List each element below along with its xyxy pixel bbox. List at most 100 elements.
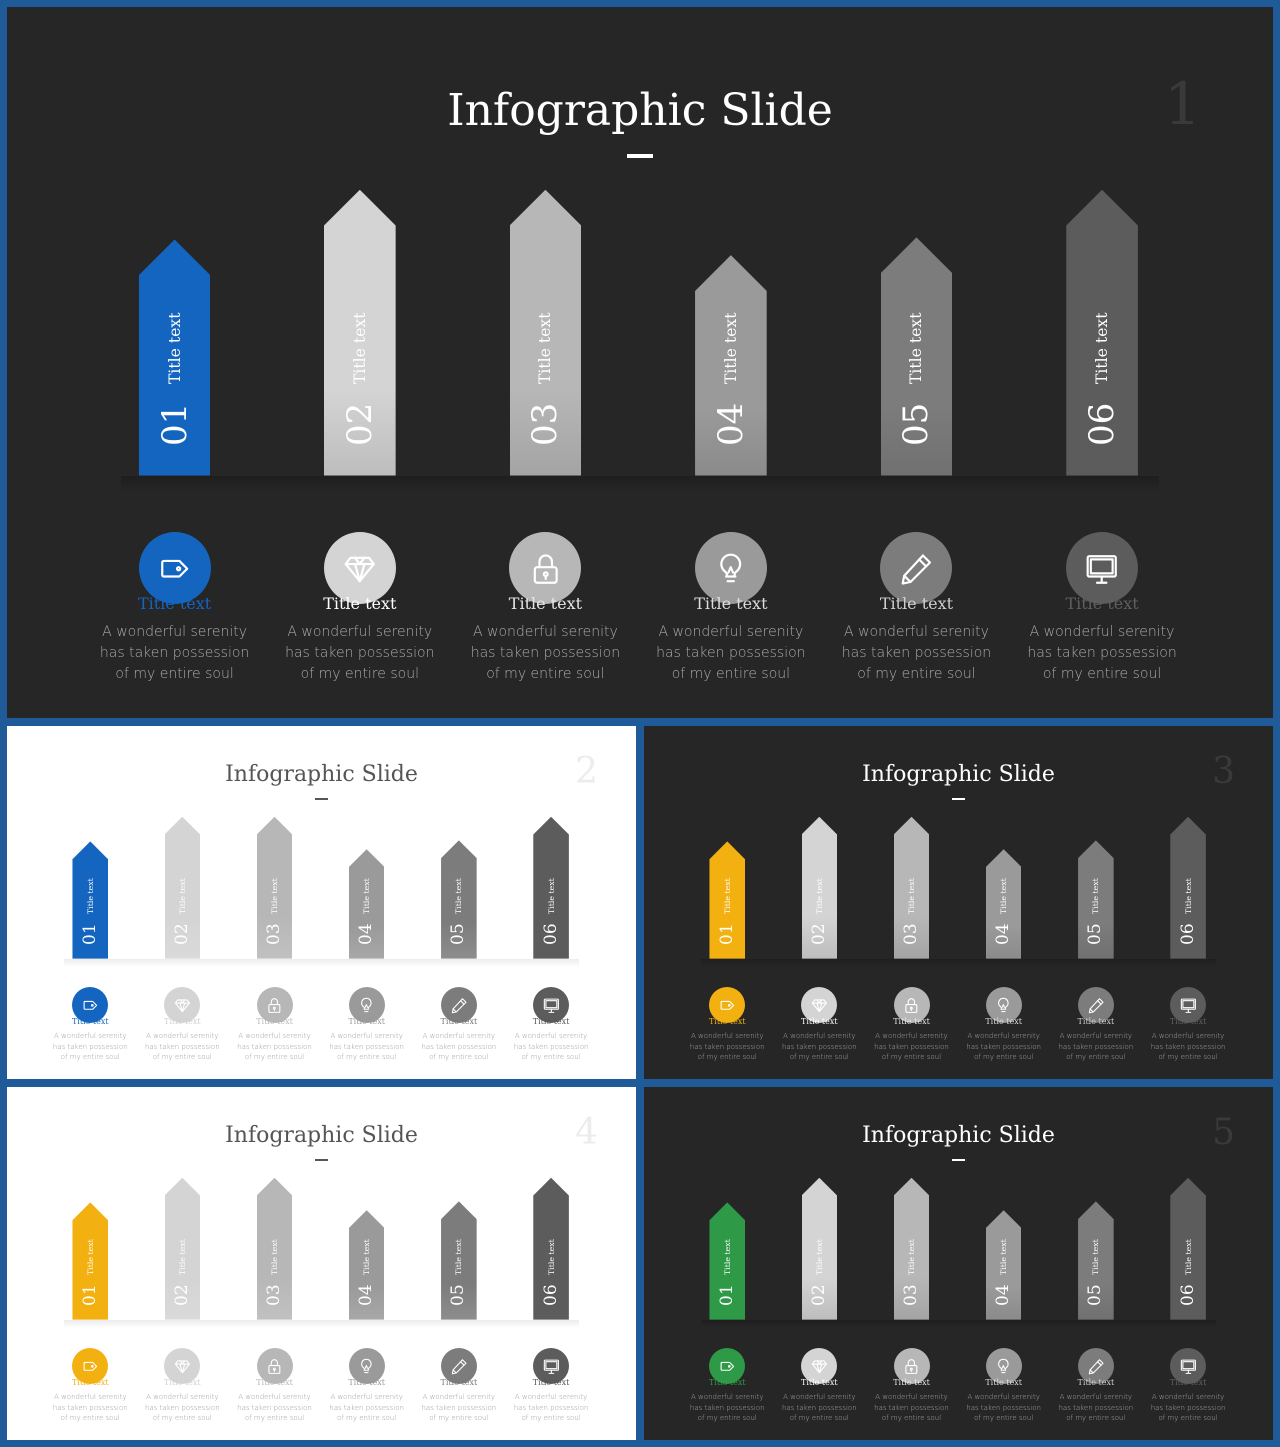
step-03[interactable]: 03 Title text Title text A wonderful sereni… <box>237 726 312 1079</box>
step-06[interactable]: 06 Title text Title text A wonderful sereni… <box>514 726 588 1079</box>
step-icon-circle[interactable] <box>1077 1347 1114 1384</box>
step-icon-circle[interactable] <box>893 1347 930 1384</box>
step-vertical-text: 04 Title text <box>993 878 1014 945</box>
step-05[interactable]: 05 Title text Title text A wonderful sereni… <box>1059 1087 1133 1440</box>
step-02[interactable]: 02 Title text Title text A wonderful sereni… <box>145 1087 220 1440</box>
step-icon-circle[interactable] <box>323 532 396 605</box>
step-description: A wonderful serenity has taken possessio… <box>470 624 621 682</box>
step-06[interactable]: 06 Title text Title text A wonderful sereni… <box>1027 7 1177 718</box>
step-icon-circle[interactable] <box>985 1347 1022 1384</box>
step-title: Title text <box>1077 1378 1115 1388</box>
step-04[interactable]: 04 Title text Title text A wonderful sereni… <box>329 1087 404 1440</box>
step-title: Title text <box>348 1017 385 1027</box>
floor-shadow <box>700 958 1217 967</box>
step-icon-circle[interactable] <box>440 986 477 1023</box>
step-icon-circle[interactable] <box>1077 986 1114 1023</box>
step-icon-circle[interactable] <box>509 532 582 605</box>
pencil-icon <box>901 554 931 585</box>
step-number: 01 <box>154 402 195 446</box>
pencil-icon <box>1088 1358 1104 1374</box>
step-title: Title text <box>163 1378 201 1388</box>
step-01[interactable]: 01 Title text Title text A wonderful sereni… <box>53 1087 128 1440</box>
step-01[interactable]: 01 Title text Title text A wonderful sereni… <box>690 726 765 1079</box>
step-arrow-label: Title text <box>546 877 556 914</box>
step-03[interactable]: 03 Title text Title text A wonderful sereni… <box>237 1087 312 1440</box>
step-description: A wonderful serenity has taken possessio… <box>966 1393 1041 1423</box>
step-05[interactable]: 05 Title text Title text A wonderful sereni… <box>842 7 991 718</box>
step-icon-circle[interactable] <box>256 986 293 1023</box>
step-icon-circle[interactable] <box>1066 532 1139 605</box>
step-title: Title text <box>1077 1017 1115 1027</box>
step-title: Title text <box>256 1378 293 1388</box>
step-04[interactable]: 04 Title text Title text A wonderful sereni… <box>656 7 806 718</box>
step-icon-circle[interactable] <box>801 1347 838 1384</box>
step-arrow-label: Title text <box>269 1238 279 1275</box>
step-arrow-label: Title text <box>349 312 369 384</box>
step-icon-circle[interactable] <box>694 532 767 605</box>
slide-4[interactable]: Infographic Slide 4 01 Title text Title text… <box>7 1087 636 1440</box>
step-04[interactable]: 04 Title text Title text A wonderful sereni… <box>966 726 1041 1079</box>
slide-1[interactable]: Infographic Slide 1 01 Title text Title text… <box>7 7 1273 718</box>
step-02[interactable]: 02 Title text Title text A wonderful sereni… <box>782 726 857 1079</box>
slide-3[interactable]: Infographic Slide 3 01 Title text Title text… <box>644 726 1273 1079</box>
step-icon-circle[interactable] <box>348 1347 385 1384</box>
step-number: 04 <box>993 922 1014 945</box>
step-icon-circle[interactable] <box>709 1347 746 1384</box>
step-04[interactable]: 04 Title text Title text A wonderful sereni… <box>966 1087 1041 1440</box>
step-icon-circle[interactable] <box>348 986 385 1023</box>
step-number: 03 <box>901 1283 921 1306</box>
step-title: Title text <box>71 1017 109 1027</box>
slide-2[interactable]: Infographic Slide 2 01 Title text Title text… <box>7 726 636 1079</box>
step-icon-circle[interactable] <box>709 986 746 1023</box>
diamond-icon <box>174 998 190 1012</box>
step-icon-circle[interactable] <box>72 986 109 1023</box>
step-title: Title text <box>879 593 954 613</box>
step-icon-circle[interactable] <box>164 1347 201 1384</box>
step-05[interactable]: 05 Title text Title text A wonderful sereni… <box>422 726 496 1079</box>
step-05[interactable]: 05 Title text Title text A wonderful sereni… <box>422 1087 496 1440</box>
step-icon-circle[interactable] <box>138 532 211 605</box>
step-title: Title text <box>440 1378 478 1388</box>
step-02[interactable]: 02 Title text Title text A wonderful sereni… <box>782 1087 857 1440</box>
step-01[interactable]: 01 Title text Title text A wonderful sereni… <box>100 7 249 718</box>
step-03[interactable]: 03 Title text Title text A wonderful sereni… <box>471 7 620 718</box>
step-icon-circle[interactable] <box>533 986 570 1023</box>
step-icon-circle[interactable] <box>440 1347 477 1384</box>
step-icon-circle[interactable] <box>72 1347 109 1384</box>
step-03[interactable]: 03 Title text Title text A wonderful sereni… <box>874 1087 949 1440</box>
step-icon-circle[interactable] <box>164 986 201 1023</box>
step-number: 05 <box>1085 1283 1106 1306</box>
step-icon-circle[interactable] <box>256 1347 293 1384</box>
step-description: A wonderful serenity has taken possessio… <box>513 1393 589 1423</box>
step-icon-circle[interactable] <box>880 532 953 605</box>
step-01[interactable]: 01 Title text Title text A wonderful sereni… <box>690 1087 765 1440</box>
step-04[interactable]: 04 Title text Title text A wonderful sereni… <box>329 726 404 1079</box>
step-arrow: 05 Title text <box>1078 1201 1114 1320</box>
step-icon-circle[interactable] <box>985 986 1022 1023</box>
step-05[interactable]: 05 Title text Title text A wonderful sereni… <box>1059 726 1133 1079</box>
step-01[interactable]: 01 Title text Title text A wonderful sereni… <box>53 726 128 1079</box>
step-number: 06 <box>1082 402 1123 446</box>
step-06[interactable]: 06 Title text Title text A wonderful sereni… <box>1151 726 1225 1079</box>
step-description: A wonderful serenity has taken possessio… <box>689 1032 765 1062</box>
step-02[interactable]: 02 Title text Title text A wonderful sereni… <box>145 726 220 1079</box>
step-title: Title text <box>1169 1378 1207 1388</box>
step-arrow: 03 Title text <box>256 1177 293 1320</box>
step-icon-circle[interactable] <box>1170 1347 1207 1384</box>
step-03[interactable]: 03 Title text Title text A wonderful sereni… <box>874 726 949 1079</box>
step-description: A wonderful serenity has taken possessio… <box>874 1032 949 1062</box>
title-underline <box>315 1159 328 1161</box>
diamond-icon <box>811 998 827 1012</box>
step-06[interactable]: 06 Title text Title text A wonderful sereni… <box>514 1087 588 1440</box>
slide-title: Infographic Slide <box>862 1123 1055 1148</box>
slide-number: 3 <box>1212 751 1235 792</box>
step-number: 01 <box>79 1283 100 1306</box>
step-icon-circle[interactable] <box>1170 986 1207 1023</box>
step-06[interactable]: 06 Title text Title text A wonderful sereni… <box>1151 1087 1225 1440</box>
step-02[interactable]: 02 Title text Title text A wonderful sereni… <box>285 7 435 718</box>
slide-5[interactable]: Infographic Slide 5 01 Title text Title text… <box>644 1087 1273 1440</box>
step-icon-circle[interactable] <box>533 1347 570 1384</box>
step-icon-circle[interactable] <box>801 986 838 1023</box>
step-icon-circle[interactable] <box>893 986 930 1023</box>
step-vertical-text: 05 Title text <box>1085 1239 1106 1306</box>
